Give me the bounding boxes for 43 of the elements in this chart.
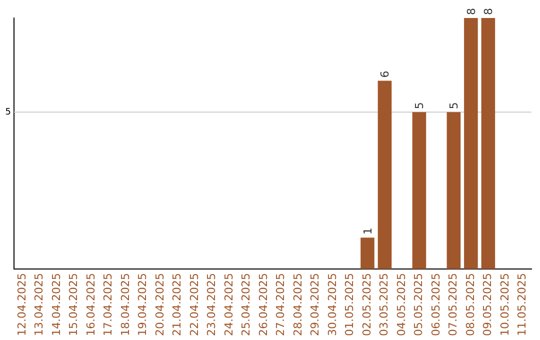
x-tick-label: 07.05.2025	[446, 273, 460, 336]
x-tick-label: 11.05.2025	[516, 273, 529, 336]
x-tick-label: 25.04.2025	[240, 273, 253, 336]
x-tick-label: 21.04.2025	[170, 273, 184, 336]
x-tick-label: 16.04.2025	[84, 273, 98, 336]
x-tick-label: 18.04.2025	[118, 273, 132, 336]
x-tick-label: 15.04.2025	[67, 273, 80, 336]
data-label: 8	[482, 8, 496, 15]
data-label: 8	[464, 8, 478, 15]
x-tick-label: 17.04.2025	[102, 273, 115, 336]
x-tick-label: 03.05.2025	[378, 273, 391, 336]
x-tick-label: 20.04.2025	[153, 273, 166, 336]
x-tick-label: 05.05.2025	[412, 273, 426, 336]
data-label: 1	[361, 228, 374, 235]
x-tick-label: 04.05.2025	[394, 273, 408, 336]
x-tick-label: 12.04.2025	[15, 273, 28, 336]
x-tick-label: 13.04.2025	[32, 273, 46, 336]
ref-line-label: 5	[5, 107, 11, 118]
x-tick-label: 19.04.2025	[136, 273, 150, 336]
x-tick-label: 29.04.2025	[308, 273, 322, 336]
x-tick-label: 02.05.2025	[360, 273, 374, 336]
x-tick-label: 08.05.2025	[464, 273, 477, 336]
bar	[464, 18, 478, 270]
bar	[481, 18, 496, 270]
x-tick-label: 30.04.2025	[326, 273, 339, 336]
x-tick-label: 24.04.2025	[222, 273, 236, 336]
x-tick-label: 27.04.2025	[274, 273, 288, 336]
x-tick-label: 06.05.2025	[429, 273, 442, 336]
x-tick-label: 10.05.2025	[498, 273, 512, 336]
x-tick-label: 14.04.2025	[50, 273, 63, 336]
data-label: 5	[413, 102, 426, 110]
x-tick-label: 26.04.2025	[256, 273, 270, 336]
data-label: 6	[378, 70, 392, 78]
bar	[446, 112, 461, 270]
x-tick-label: 09.05.2025	[481, 273, 494, 336]
x-tick-label: 01.05.2025	[343, 273, 356, 336]
bar	[378, 80, 392, 270]
x-tick-label: 23.04.2025	[205, 273, 218, 336]
bar	[360, 238, 374, 270]
x-tick-label: 28.04.2025	[291, 273, 304, 336]
x-tick-label: 22.04.2025	[188, 273, 201, 336]
data-label: 5	[448, 102, 461, 110]
bar	[412, 112, 426, 270]
